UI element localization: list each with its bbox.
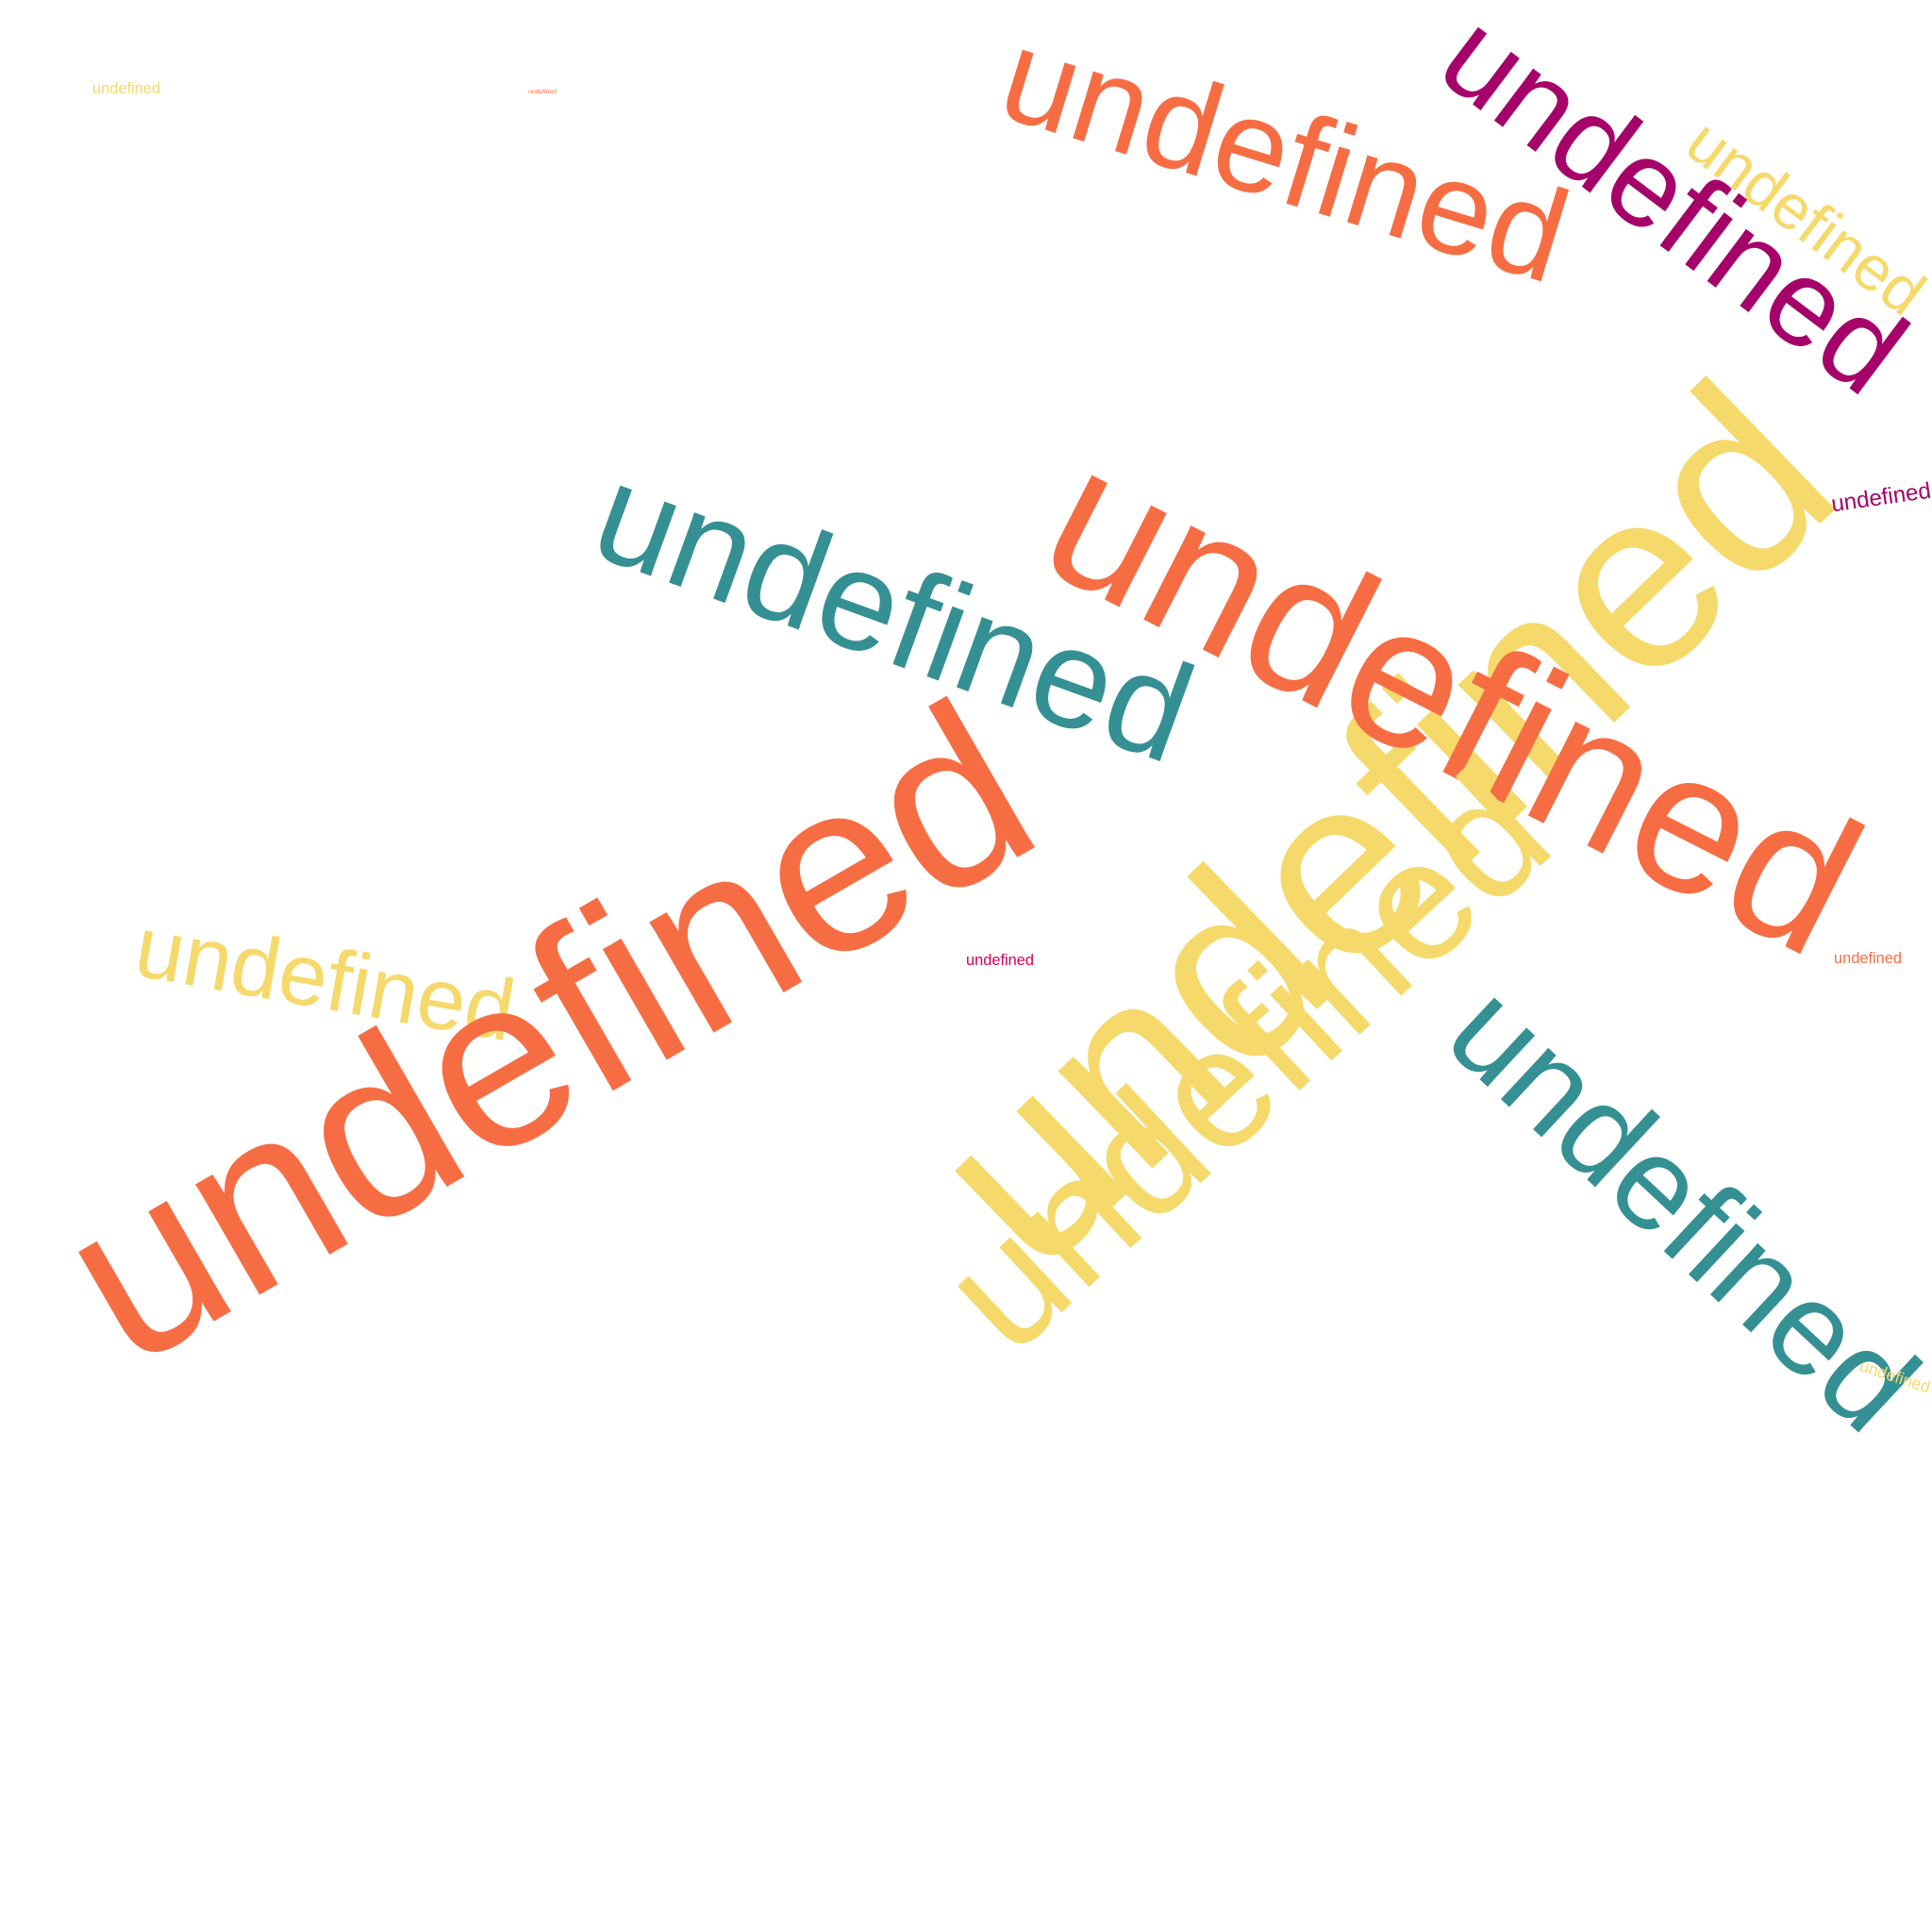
- cloud-word-orange-16: undefined: [1834, 949, 1903, 967]
- cloud-word-orange-2: undefined: [528, 88, 557, 95]
- cloud-word-magenta-7: undefined: [1829, 477, 1932, 518]
- cloud-word-crimson-15: undefined: [966, 951, 1035, 969]
- cloud-word-teal-13: undefined: [1420, 955, 1932, 1459]
- cloud-word-yellow-1: undefined: [92, 79, 161, 97]
- cloud-word-orange-11: undefined: [19, 650, 1074, 1416]
